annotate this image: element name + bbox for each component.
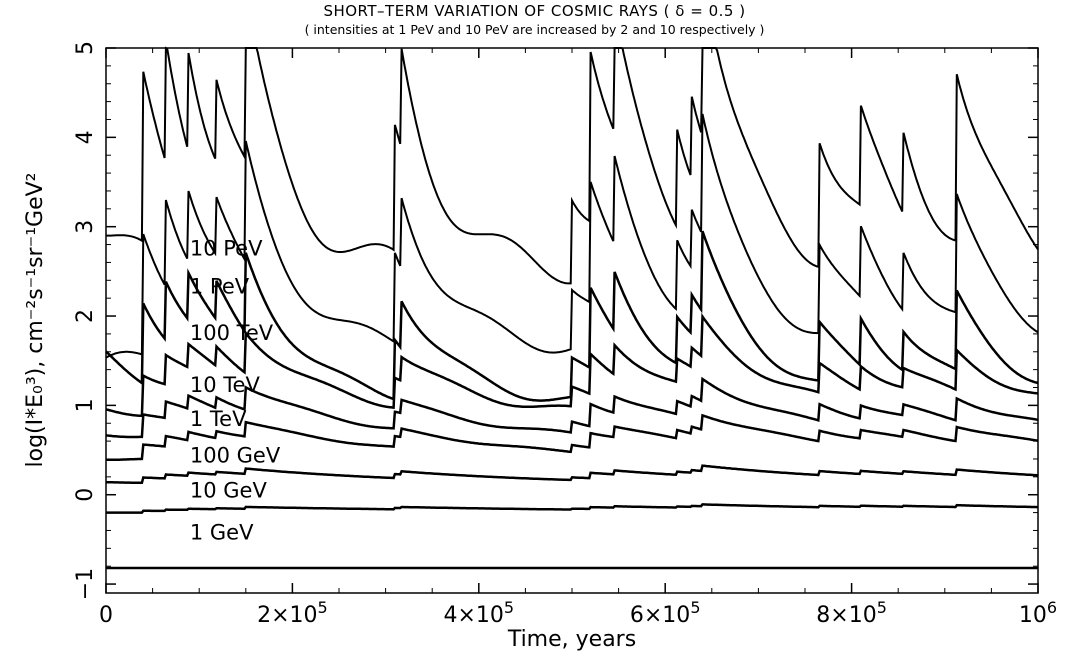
series-label: 100 TeV <box>190 321 274 345</box>
series-label: 1 PeV <box>190 275 250 299</box>
series-label: 10 TeV <box>190 373 261 397</box>
series-line <box>106 503 1038 514</box>
series-label: 1 TeV <box>190 407 247 431</box>
y-tick-label: 5 <box>73 41 98 55</box>
y-tick-label: 0 <box>73 488 98 502</box>
series-line <box>105 230 1039 402</box>
x-tick-label: 2×105 <box>257 598 328 628</box>
series-label: 10 PeV <box>190 236 263 260</box>
y-tick-label: 3 <box>73 220 98 234</box>
x-axis-label: Time, years <box>507 627 636 652</box>
y-axis-label: log(I*E₀³), cm⁻²s⁻¹sr⁻¹GeV² <box>23 173 48 468</box>
series-line <box>105 113 1039 359</box>
series-line <box>106 464 1039 485</box>
series-line <box>106 46 1039 285</box>
x-tick-label: 4×105 <box>443 598 514 628</box>
y-tick-label: 2 <box>73 309 98 323</box>
series-line <box>105 312 1039 418</box>
series-label: 1 GeV <box>190 520 254 544</box>
y-tick-label: −1 <box>73 568 98 600</box>
x-tick-label: 6×105 <box>630 598 701 628</box>
x-tick-label: 8×105 <box>816 598 887 628</box>
y-tick-label: 1 <box>73 398 98 412</box>
series-label: 10 GeV <box>190 478 268 502</box>
chart-subtitle: ( intensities at 1 PeV and 10 PeV are in… <box>304 22 765 37</box>
chart-title: SHORT–TERM VARIATION OF COSMIC RAYS ( δ … <box>323 2 746 20</box>
y-tick-label: 4 <box>73 130 98 144</box>
series-labels: 10 PeV 1 PeV 100 TeV 10 TeV 1 TeV 100 GeV 10 G… <box>190 236 281 544</box>
x-tick-label: 106 <box>1019 598 1057 628</box>
series-line <box>105 376 1039 439</box>
x-tick-label: 0 <box>99 603 113 628</box>
series-lines <box>105 46 1039 570</box>
series-label: 100 GeV <box>190 444 281 468</box>
series-line <box>106 413 1039 462</box>
